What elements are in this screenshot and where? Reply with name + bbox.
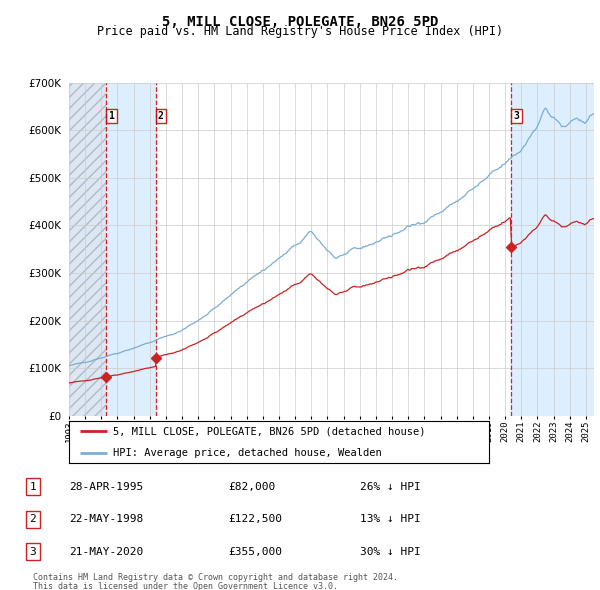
Text: Price paid vs. HM Land Registry's House Price Index (HPI): Price paid vs. HM Land Registry's House … xyxy=(97,25,503,38)
Text: £122,500: £122,500 xyxy=(228,514,282,524)
Text: £355,000: £355,000 xyxy=(228,547,282,556)
Text: 5, MILL CLOSE, POLEGATE, BN26 5PD: 5, MILL CLOSE, POLEGATE, BN26 5PD xyxy=(162,15,438,29)
Text: This data is licensed under the Open Government Licence v3.0.: This data is licensed under the Open Gov… xyxy=(33,582,338,590)
Text: 2: 2 xyxy=(29,514,37,524)
Text: 30% ↓ HPI: 30% ↓ HPI xyxy=(360,547,421,556)
Text: 26% ↓ HPI: 26% ↓ HPI xyxy=(360,482,421,491)
Text: 1: 1 xyxy=(109,111,114,121)
Text: 28-APR-1995: 28-APR-1995 xyxy=(69,482,143,491)
Text: 3: 3 xyxy=(514,111,519,121)
Text: 21-MAY-2020: 21-MAY-2020 xyxy=(69,547,143,556)
Bar xyxy=(69,83,106,416)
Text: 13% ↓ HPI: 13% ↓ HPI xyxy=(360,514,421,524)
Text: 3: 3 xyxy=(29,547,37,556)
Text: 5, MILL CLOSE, POLEGATE, BN26 5PD (detached house): 5, MILL CLOSE, POLEGATE, BN26 5PD (detac… xyxy=(113,427,425,436)
Text: 2: 2 xyxy=(158,111,164,121)
Text: Contains HM Land Registry data © Crown copyright and database right 2024.: Contains HM Land Registry data © Crown c… xyxy=(33,573,398,582)
Bar xyxy=(511,83,594,416)
Bar xyxy=(106,83,156,416)
Text: £82,000: £82,000 xyxy=(228,482,275,491)
Text: 22-MAY-1998: 22-MAY-1998 xyxy=(69,514,143,524)
Text: 1: 1 xyxy=(29,482,37,491)
Bar xyxy=(69,83,106,416)
Text: HPI: Average price, detached house, Wealden: HPI: Average price, detached house, Weal… xyxy=(113,448,382,457)
